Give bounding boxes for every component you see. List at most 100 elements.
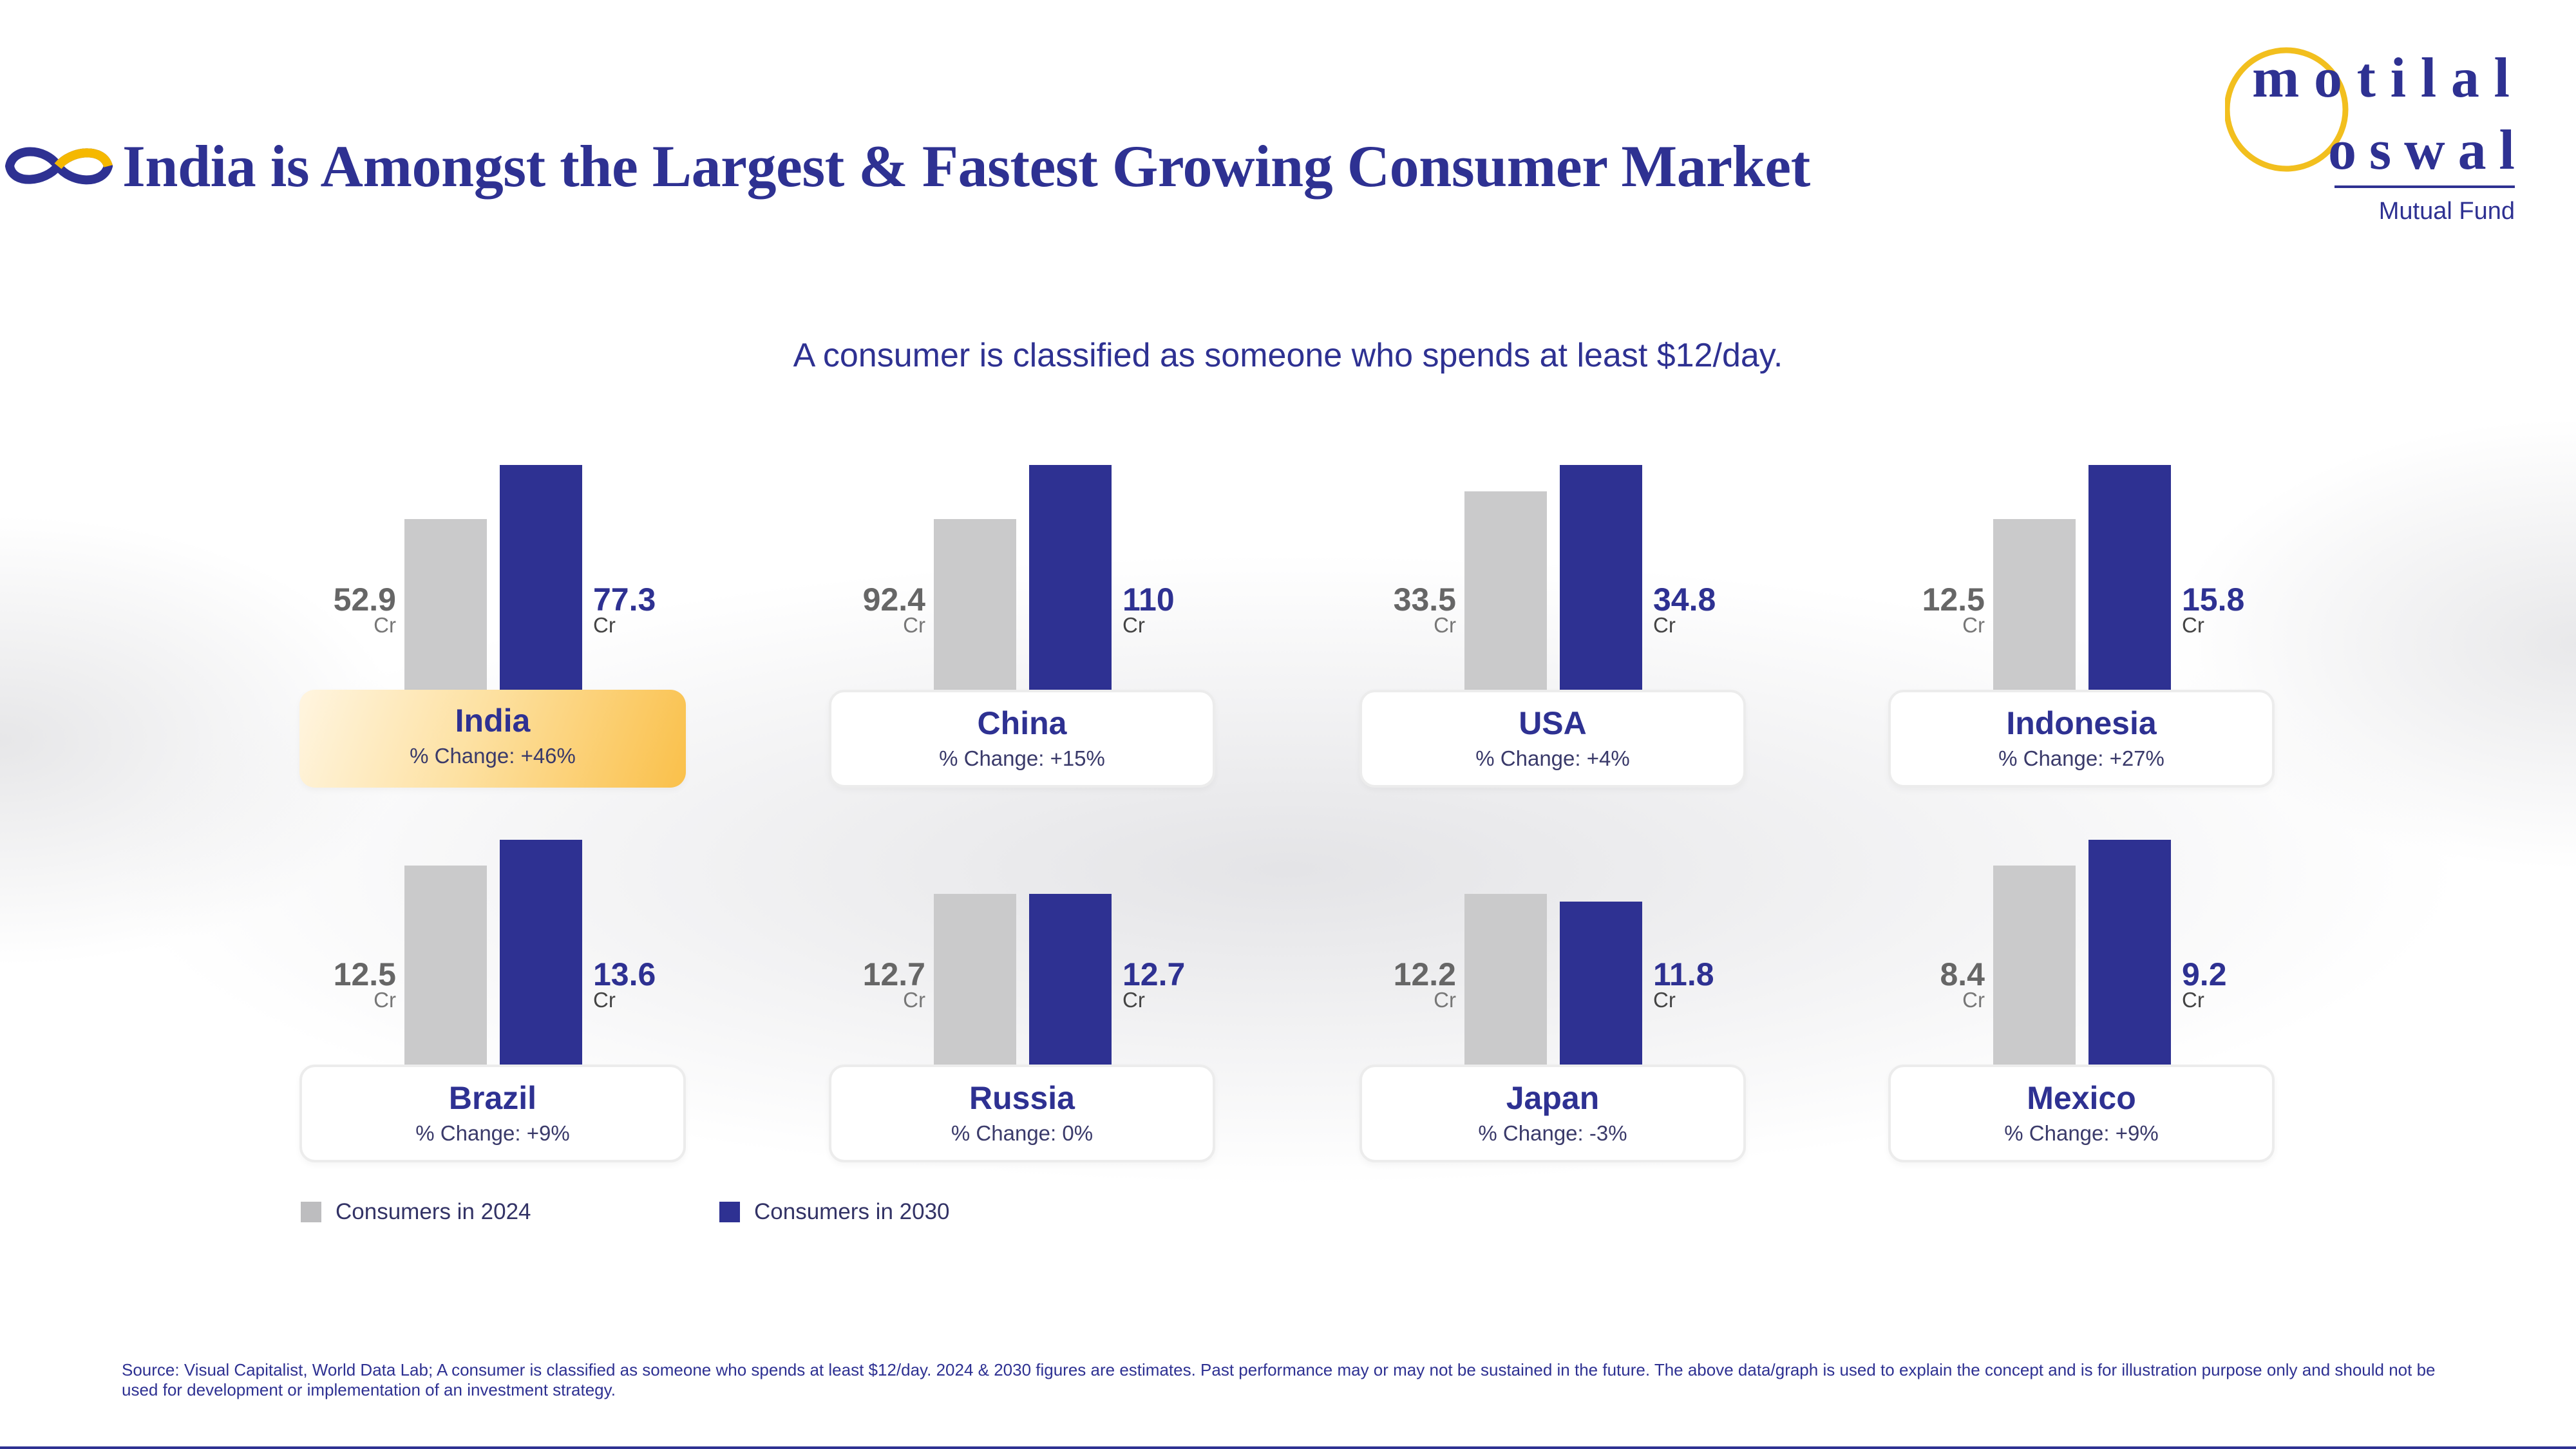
change-prefix: % Change: <box>951 1121 1063 1145</box>
percent-change: % Change: 0% <box>831 1121 1213 1146</box>
page-title: India is Amongst the Largest & Fastest G… <box>122 133 1810 199</box>
change-prefix: % Change: <box>1475 746 1587 770</box>
country-name: India <box>455 703 531 739</box>
value-label-2030: 15.8 Cr <box>2182 582 2245 636</box>
legend-item-2030: Consumers in 2030 <box>719 1199 950 1225</box>
change-value: -3% <box>1589 1121 1627 1145</box>
value-label-2024: 12.5 Cr <box>334 958 396 1010</box>
country-card: USA % Change: +4% <box>1359 690 1746 788</box>
value-label-2024: 12.5 Cr <box>1922 583 1985 636</box>
unit: Cr <box>593 988 616 1012</box>
value: 8.4 <box>1940 956 1985 992</box>
value-label-2024: 12.7 Cr <box>863 958 925 1010</box>
legend-swatch-gray <box>301 1202 321 1222</box>
logo-word-oswal: oswal <box>2328 119 2515 182</box>
value-label-2030: 12.7 Cr <box>1122 958 1185 1010</box>
change-prefix: % Change: <box>939 746 1050 770</box>
bar-pair <box>299 458 686 690</box>
change-value: +46% <box>520 744 576 768</box>
percent-change: % Change: +46% <box>299 744 686 768</box>
country-card: Mexico % Change: +9% <box>1888 1065 2275 1162</box>
percent-change: % Change: +4% <box>1362 746 1743 771</box>
bar-pair <box>829 833 1215 1065</box>
legend-swatch-blue <box>719 1202 740 1222</box>
bar-pair <box>1888 833 2275 1065</box>
value: 12.7 <box>1122 956 1186 992</box>
value: 12.7 <box>862 956 925 992</box>
value-label-2030: 34.8 Cr <box>1653 582 1716 636</box>
country-name: Brazil <box>448 1080 537 1116</box>
value-label-2024: 12.2 Cr <box>1394 958 1456 1010</box>
change-value: +27% <box>2109 746 2164 770</box>
bar-2024 <box>1464 894 1547 1065</box>
percent-change: % Change: +9% <box>302 1121 683 1146</box>
bar-2024 <box>934 519 1016 690</box>
country-card: Brazil % Change: +9% <box>299 1065 686 1162</box>
unit: Cr <box>593 613 616 637</box>
change-value: 0% <box>1062 1121 1094 1145</box>
unit: Cr <box>903 988 925 1012</box>
value-label-2024: 52.9 Cr <box>333 582 396 637</box>
bar-pair <box>299 833 686 1065</box>
bottom-rule <box>0 1446 2576 1449</box>
change-prefix: % Change: <box>415 1121 527 1145</box>
logo-mutual-fund: Mutual Fund <box>2379 198 2515 225</box>
bar-2030 <box>1029 465 1112 690</box>
country-name: Russia <box>969 1080 1075 1116</box>
chart-subtitle: A consumer is classified as someone who … <box>793 337 1783 374</box>
bar-2024 <box>1993 519 2076 690</box>
value-label-2024: 33.5 Cr <box>1394 583 1456 637</box>
value: 11.8 <box>1653 956 1714 992</box>
bar-2024 <box>1464 491 1547 690</box>
bar-2030 <box>1029 894 1112 1065</box>
source-footnote: Source: Visual Capitalist, World Data La… <box>122 1360 2436 1399</box>
value-label-2030: 110 Cr <box>1122 582 1175 637</box>
value: 52.9 <box>333 582 396 618</box>
logo-word-motilal: motilal <box>2252 47 2510 109</box>
value: 9.2 <box>2182 956 2227 992</box>
change-prefix: % Change: <box>2004 1121 2116 1145</box>
value: 34.8 <box>1653 582 1716 618</box>
country-name: Mexico <box>2027 1080 2136 1116</box>
bar-2030 <box>1560 465 1642 690</box>
unit: Cr <box>1653 988 1676 1012</box>
unit: Cr <box>1122 988 1145 1012</box>
value: 12.2 <box>1393 956 1456 992</box>
unit: Cr <box>374 613 396 637</box>
value: 110 <box>1122 582 1175 618</box>
bar-pair <box>1359 833 1746 1065</box>
unit: Cr <box>374 988 396 1012</box>
country-name: Indonesia <box>2006 705 2157 741</box>
bar-2030 <box>2088 840 2171 1065</box>
percent-change: % Change: +15% <box>831 746 1213 771</box>
bar-2030 <box>1560 902 1642 1065</box>
value-label-2030: 77.3 Cr <box>593 583 656 637</box>
country-card: China % Change: +15% <box>829 690 1215 788</box>
change-value: +4% <box>1586 746 1630 770</box>
country-name: USA <box>1519 705 1587 741</box>
country-card: Russia % Change: 0% <box>829 1065 1215 1162</box>
country-name: Japan <box>1506 1080 1600 1116</box>
bar-2024 <box>404 866 487 1065</box>
legend-label: Consumers in 2024 <box>336 1199 531 1224</box>
value-label-2030: 11.8 Cr <box>1653 958 1714 1010</box>
value-label-2024: 92.4 Cr <box>863 583 925 636</box>
change-prefix: % Change: <box>1998 746 2110 770</box>
bar-pair <box>1359 458 1746 690</box>
bar-2024 <box>404 519 487 690</box>
bar-pair <box>1888 458 2275 690</box>
header: India is Amongst the Largest & Fastest G… <box>0 132 1810 200</box>
unit: Cr <box>2182 988 2204 1012</box>
change-prefix: % Change: <box>1478 1121 1589 1145</box>
unit: Cr <box>1122 613 1145 637</box>
country-card: Indonesia % Change: +27% <box>1888 690 2275 788</box>
percent-change: % Change: +9% <box>1891 1121 2272 1146</box>
value: 13.6 <box>593 956 656 992</box>
unit: Cr <box>1434 988 1456 1012</box>
change-value: +15% <box>1050 746 1105 770</box>
value-label-2030: 13.6 Cr <box>593 958 656 1010</box>
value: 15.8 <box>2182 582 2245 618</box>
motilal-oswal-logo: motilal oswal Mutual Fund <box>2225 47 2515 225</box>
country-name: China <box>977 705 1067 741</box>
unit: Cr <box>1434 613 1456 637</box>
